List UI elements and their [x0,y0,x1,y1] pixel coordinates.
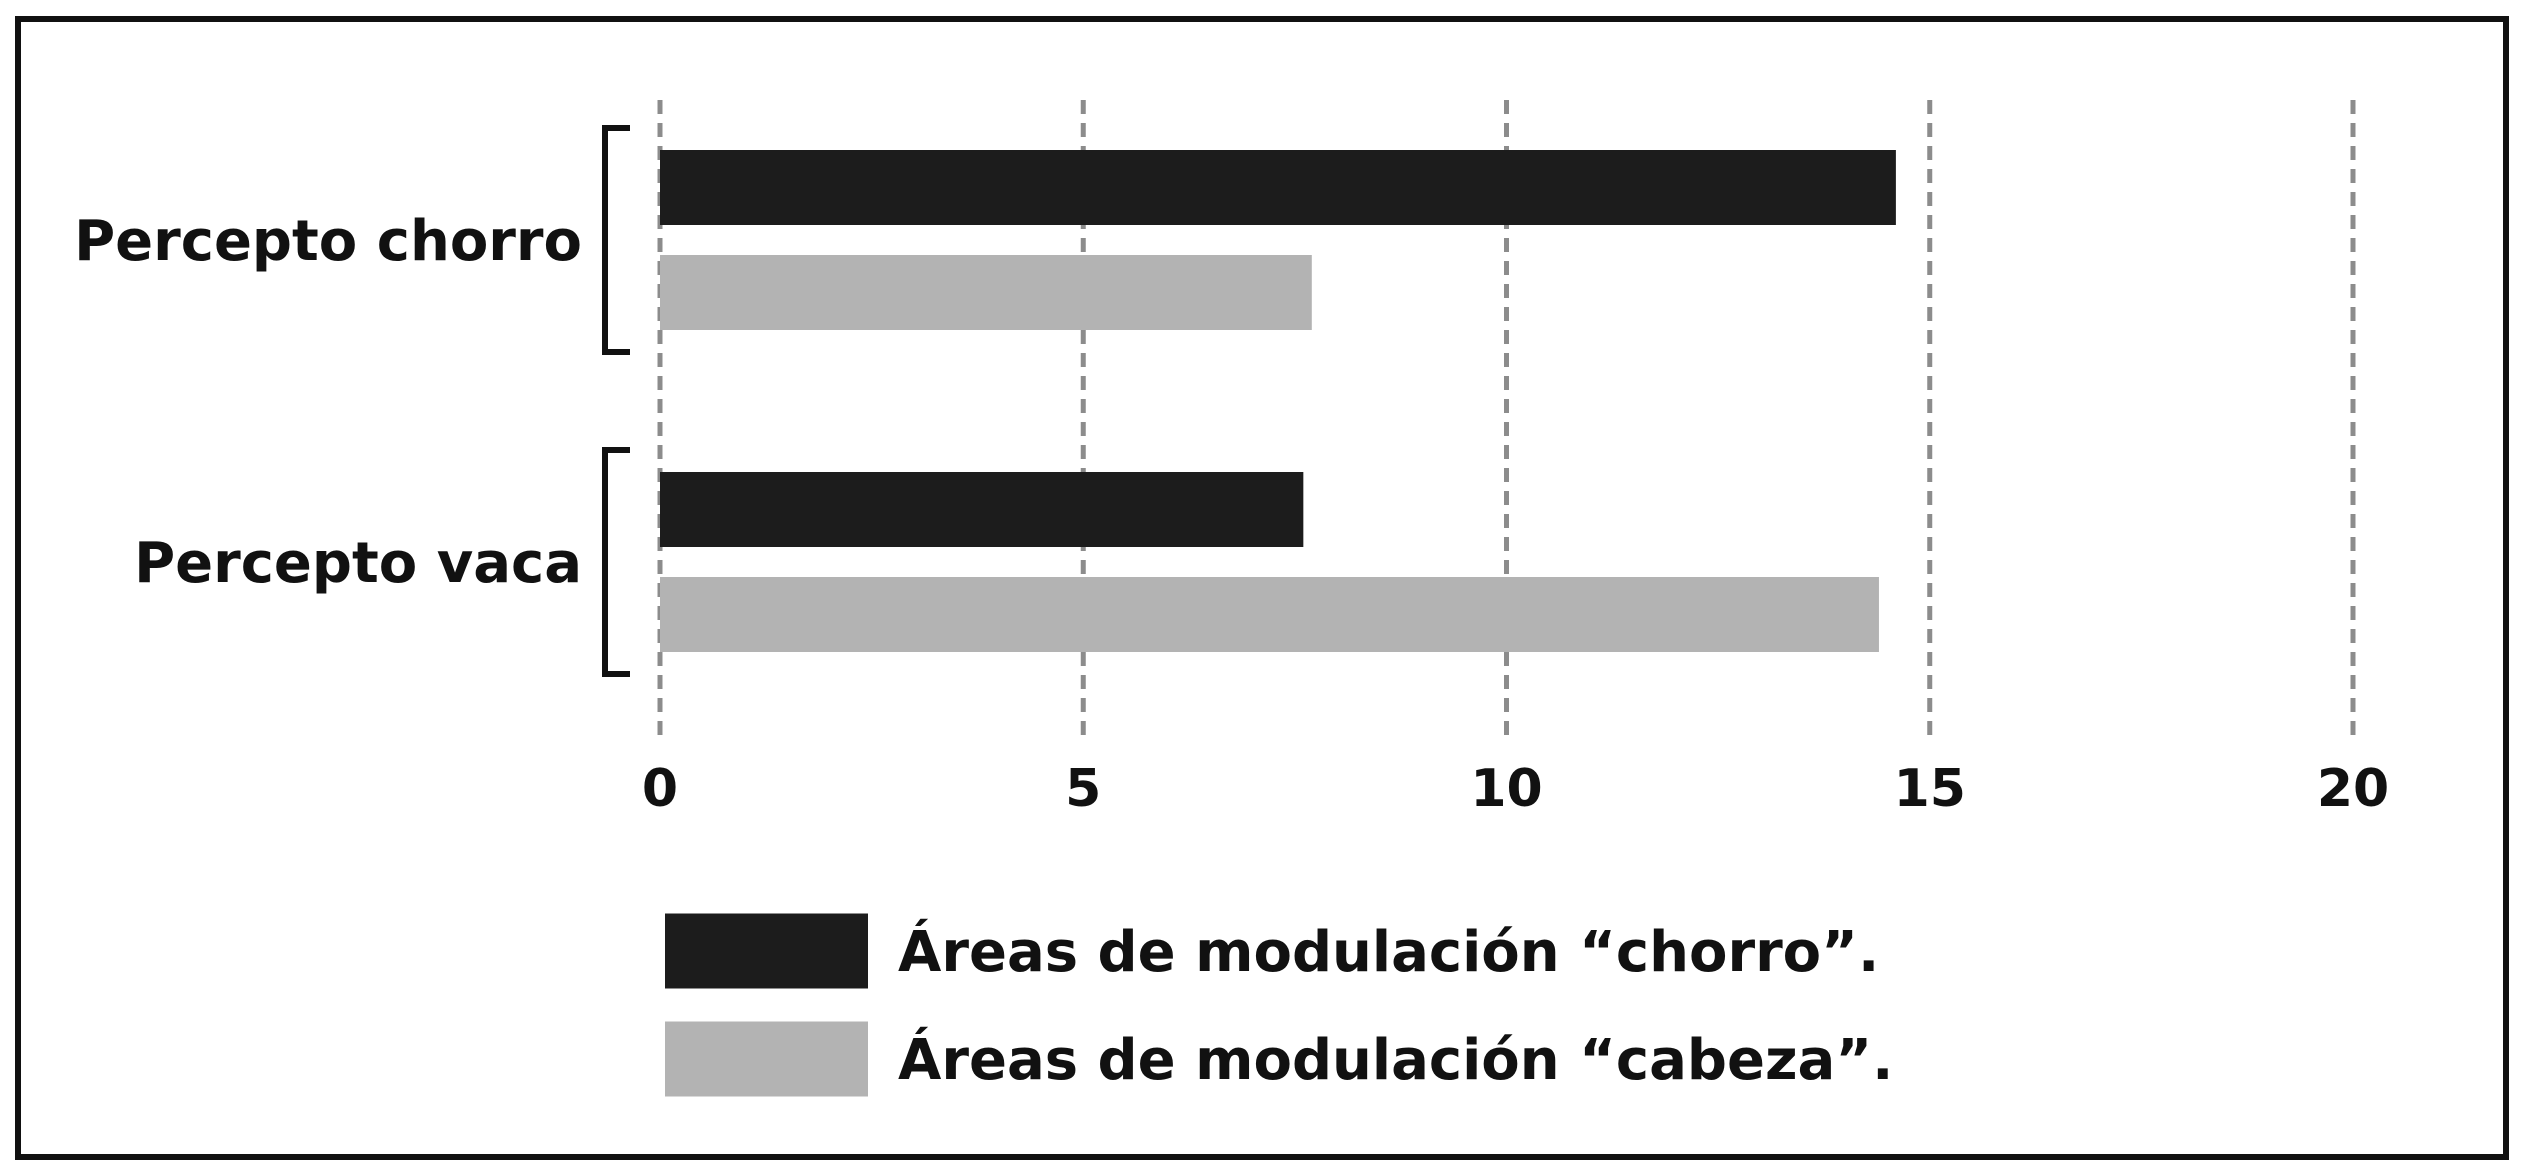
category-label: Percepto vaca [134,531,582,596]
x-tick-labels: 0 5 10 15 20 [642,759,2389,819]
legend-swatch [665,1021,868,1097]
legend-label: Áreas de modulación “cabeza”. [898,1028,1893,1093]
x-tick-label: 10 [1470,759,1542,819]
legend: Áreas de modulación “chorro”. Áreas de mo… [665,913,1893,1097]
category-labels: Percepto chorro Percepto vaca [74,209,582,596]
category-brackets [602,125,630,677]
x-tick-label: 15 [1894,759,1966,819]
bar [660,577,1879,652]
category-bracket [602,125,630,355]
category-bracket [602,447,630,677]
bars [660,150,1896,652]
legend-label: Áreas de modulación “chorro”. [898,920,1879,985]
legend-swatch [665,913,868,989]
x-tick-label: 0 [642,759,678,819]
bar [660,472,1304,547]
bar [660,150,1896,225]
bar [660,255,1312,330]
x-tick-label: 5 [1065,759,1101,819]
category-label: Percepto chorro [74,209,582,274]
x-tick-label: 20 [2317,759,2389,819]
